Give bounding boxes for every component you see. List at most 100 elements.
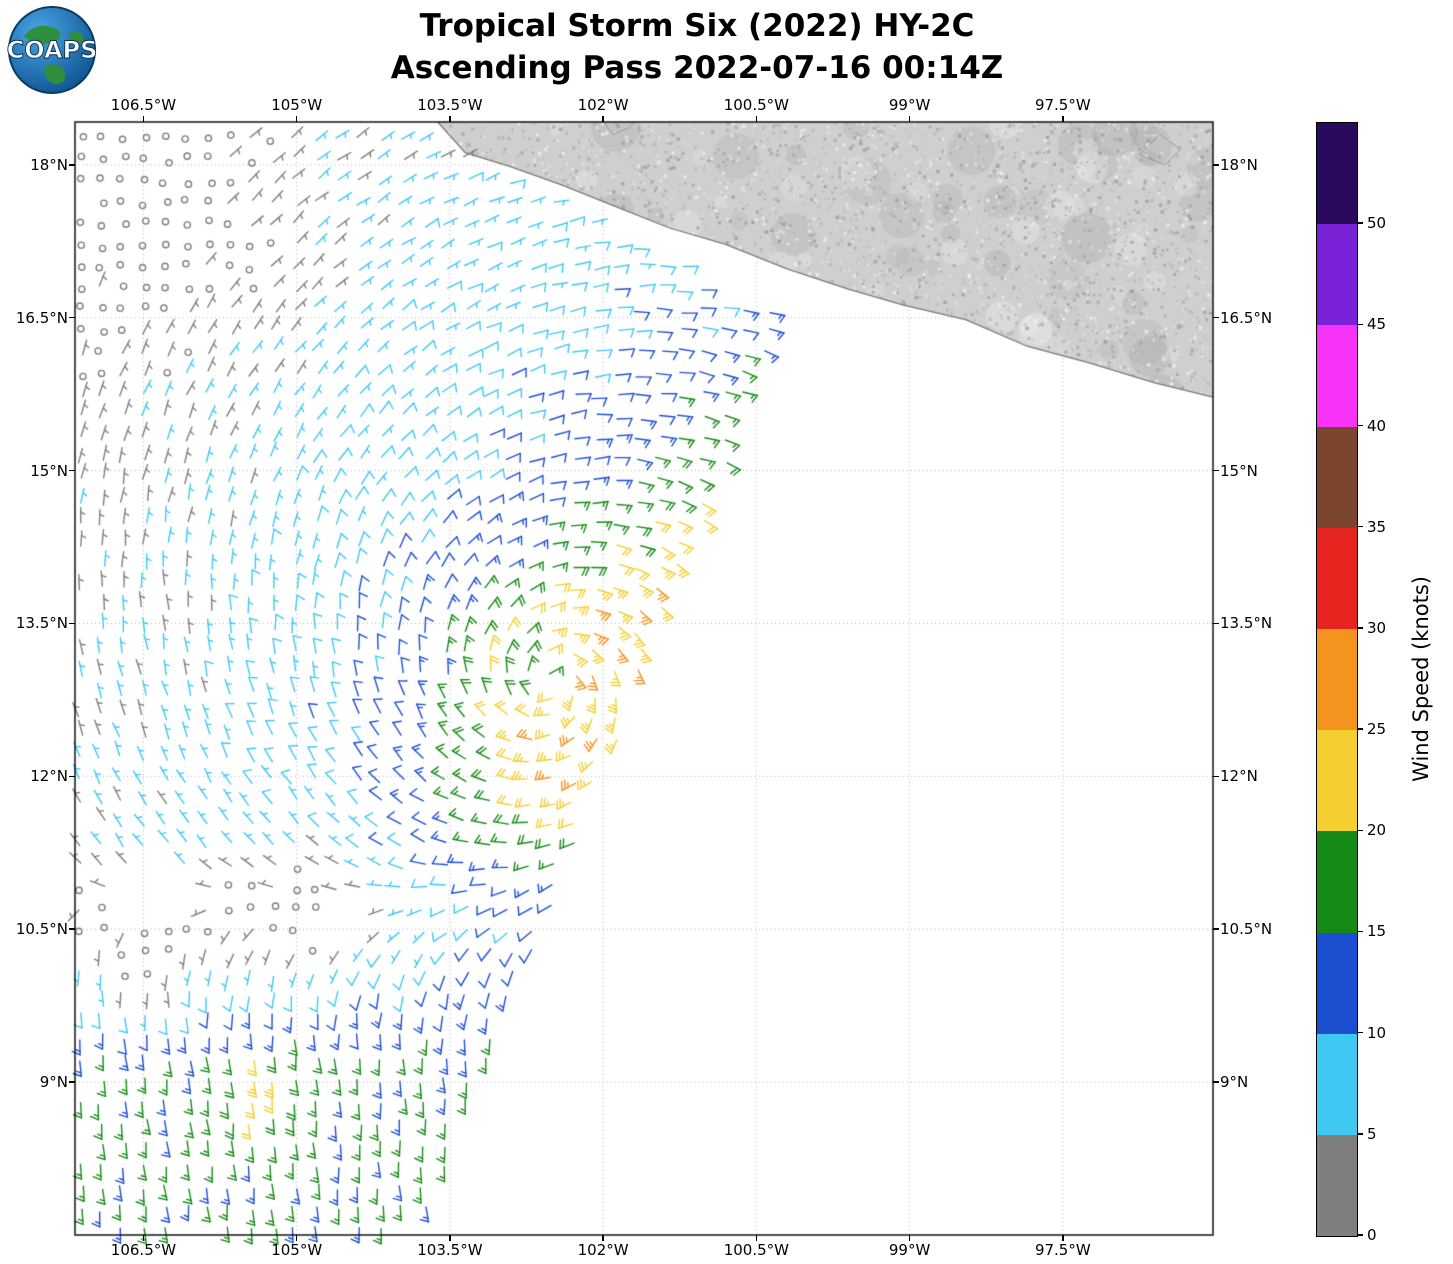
colorbar-tick-mark: [1358, 323, 1363, 326]
y-tick-label-left: 10.5°N: [15, 920, 68, 939]
y-tick-label-right: 9°N: [1220, 1073, 1249, 1092]
y-tick-label-left: 9°N: [39, 1073, 68, 1092]
colorbar-tick-mark: [1358, 525, 1363, 528]
colorbar-tick-mark: [1358, 627, 1363, 629]
colorbar-segment: [1317, 831, 1357, 933]
x-tick-mark-bottom: [142, 1235, 145, 1241]
colorbar-tick-mark: [1358, 1031, 1363, 1034]
x-tick-label-top: 105°W: [271, 96, 323, 114]
colorbar-tick-mark: [1358, 1133, 1363, 1135]
logo-land-south: [44, 64, 66, 85]
colorbar-tick-label: 25: [1367, 720, 1387, 739]
y-tick-label-left: 13.5°N: [15, 614, 68, 633]
colorbar-segment: [1317, 932, 1357, 1034]
y-tick-mark-right: [1213, 316, 1219, 319]
colorbar-tick-label: 40: [1367, 416, 1387, 435]
colorbar: [1316, 122, 1358, 1237]
y-tick-mark-right: [1213, 469, 1219, 472]
colorbar-tick-mark: [1358, 829, 1363, 832]
y-tick-label-right: 18°N: [1220, 155, 1258, 174]
y-tick-label-right: 15°N: [1220, 461, 1258, 480]
x-tick-mark-top: [449, 116, 451, 122]
y-tick-mark-left: [69, 622, 75, 625]
x-tick-mark-bottom: [295, 1235, 298, 1241]
x-tick-mark-top: [295, 116, 298, 122]
colorbar-segment: [1317, 1134, 1357, 1237]
y-tick-label-left: 12°N: [30, 767, 68, 786]
colorbar-segment: [1317, 224, 1357, 326]
colorbar-tick-label: 30: [1367, 618, 1387, 637]
y-tick-mark-left: [69, 928, 75, 930]
y-tick-mark-left: [69, 775, 75, 778]
y-tick-mark-right: [1213, 164, 1219, 166]
x-tick-label-bottom: 102°W: [577, 1241, 629, 1259]
x-tick-label-top: 100.5°W: [723, 96, 789, 114]
colorbar-tick-label: 0: [1367, 1226, 1377, 1244]
colorbar-tick-mark: [1358, 930, 1363, 933]
y-tick-mark-right: [1213, 775, 1219, 778]
x-tick-mark-top: [602, 116, 604, 122]
colorbar-segment: [1317, 1033, 1357, 1135]
colorbar-label-wrap: Wind Speed (knots): [1398, 122, 1444, 1235]
x-tick-label-top: 106.5°W: [110, 96, 177, 114]
colorbar-segment: [1317, 325, 1357, 427]
x-tick-label-bottom: 106.5°W: [110, 1241, 177, 1259]
x-tick-label-bottom: 100.5°W: [723, 1241, 789, 1259]
chart-title-line2: Ascending Pass 2022-07-16 00:14Z: [390, 50, 1004, 86]
colorbar-segment: [1317, 426, 1357, 528]
x-tick-label-bottom: 99°W: [888, 1241, 931, 1259]
y-tick-mark-left: [69, 316, 75, 319]
y-tick-mark-right: [1213, 1081, 1219, 1083]
colorbar-tick-mark: [1358, 1234, 1363, 1236]
colorbar-tick-label: 15: [1367, 922, 1387, 941]
colorbar-tick-mark: [1358, 728, 1363, 730]
x-tick-mark-bottom: [449, 1235, 451, 1241]
x-tick-mark-top: [1062, 116, 1064, 122]
x-tick-label-bottom: 103.5°W: [417, 1241, 483, 1259]
y-tick-mark-left: [69, 1081, 75, 1083]
y-tick-label-left: 16.5°N: [15, 308, 68, 327]
y-tick-label-right: 10.5°N: [1220, 920, 1273, 939]
y-tick-mark-right: [1213, 622, 1219, 625]
x-tick-label-top: 99°W: [888, 96, 931, 114]
colorbar-segment: [1317, 123, 1357, 225]
colorbar-segment: [1317, 527, 1357, 629]
colorbar-label: Wind Speed (knots): [1409, 575, 1433, 782]
x-tick-mark-bottom: [602, 1235, 604, 1241]
logo-land-east: [68, 31, 84, 45]
x-tick-label-top: 102°W: [577, 96, 629, 114]
y-tick-label-right: 12°N: [1220, 767, 1258, 786]
x-tick-mark-bottom: [755, 1235, 758, 1241]
y-tick-label-right: 16.5°N: [1220, 308, 1273, 327]
x-tick-mark-bottom: [908, 1235, 911, 1241]
colorbar-tick-mark: [1358, 424, 1363, 427]
x-tick-label-top: 97.5°W: [1034, 96, 1091, 114]
y-tick-label-left: 18°N: [30, 155, 68, 174]
x-tick-mark-top: [755, 116, 758, 122]
colorbar-tick-label: 10: [1367, 1023, 1387, 1042]
logo-globe: [8, 6, 96, 94]
y-tick-mark-left: [69, 469, 75, 472]
colorbar-tick-label: 20: [1367, 821, 1387, 840]
logo-land-north: [24, 25, 61, 45]
colorbar-tick-label: 5: [1367, 1124, 1377, 1143]
colorbar-tick-label: 45: [1367, 315, 1387, 334]
y-tick-mark-left: [69, 164, 75, 166]
x-tick-label-top: 103.5°W: [417, 96, 483, 114]
chart-title-line1: Tropical Storm Six (2022) HY-2C: [419, 8, 975, 44]
coaps-logo: COAPS: [6, 6, 98, 94]
x-tick-label-bottom: 105°W: [271, 1241, 323, 1259]
y-tick-label-left: 15°N: [30, 461, 68, 480]
y-tick-label-right: 13.5°N: [1220, 614, 1273, 633]
x-tick-label-bottom: 97.5°W: [1034, 1241, 1091, 1259]
colorbar-tick-mark: [1358, 222, 1363, 224]
colorbar-segment: [1317, 730, 1357, 832]
colorbar-tick-label: 50: [1367, 214, 1387, 233]
x-tick-mark-bottom: [1062, 1235, 1064, 1241]
y-tick-mark-right: [1213, 928, 1219, 930]
colorbar-tick-label: 35: [1367, 517, 1387, 536]
x-tick-mark-top: [142, 116, 145, 122]
logo-text: COAPS: [7, 36, 98, 64]
